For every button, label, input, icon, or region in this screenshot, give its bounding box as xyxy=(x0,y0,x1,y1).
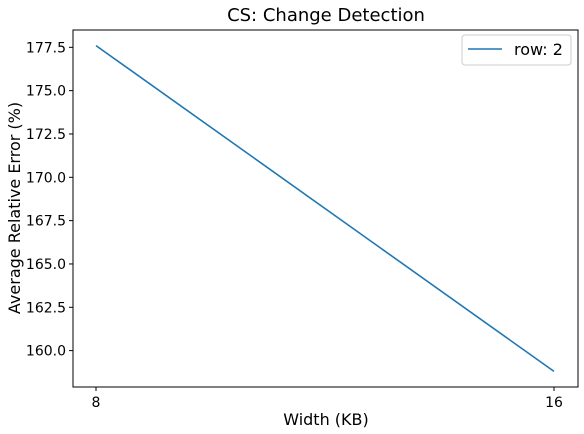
y-tick-label: 177.5 xyxy=(26,40,66,56)
series-layer xyxy=(95,44,555,373)
legend-box xyxy=(461,34,572,66)
series-line xyxy=(95,44,555,373)
x-tick-label: 16 xyxy=(545,395,563,411)
x-axis-ticks: 8 16 xyxy=(92,387,563,411)
y-tick-label: 170.0 xyxy=(26,170,66,186)
x-axis-label: Width (KB) xyxy=(283,410,369,429)
y-axis-ticks: 160.0 162.5 165.0 167.5 170.0 172.5 175.0 177.5 xyxy=(26,40,73,360)
legend: row: 2 xyxy=(461,34,572,66)
y-tick-label: 160.0 xyxy=(26,344,66,360)
legend-label: row: 2 xyxy=(514,40,563,59)
y-tick-label: 167.5 xyxy=(26,214,66,230)
y-tick-label: 172.5 xyxy=(26,127,66,143)
y-tick-label: 175.0 xyxy=(26,84,66,100)
x-tick-label: 8 xyxy=(92,395,101,411)
chart-title: CS: Change Detection xyxy=(227,5,425,26)
plot-area xyxy=(72,29,579,388)
y-axis-label: Average Relative Error (%) xyxy=(5,102,24,314)
y-tick-label: 162.5 xyxy=(26,300,66,316)
y-tick-label: 165.0 xyxy=(26,257,66,273)
